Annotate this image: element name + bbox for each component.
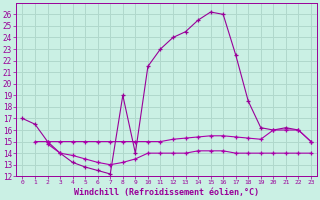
X-axis label: Windchill (Refroidissement éolien,°C): Windchill (Refroidissement éolien,°C) [74, 188, 259, 197]
